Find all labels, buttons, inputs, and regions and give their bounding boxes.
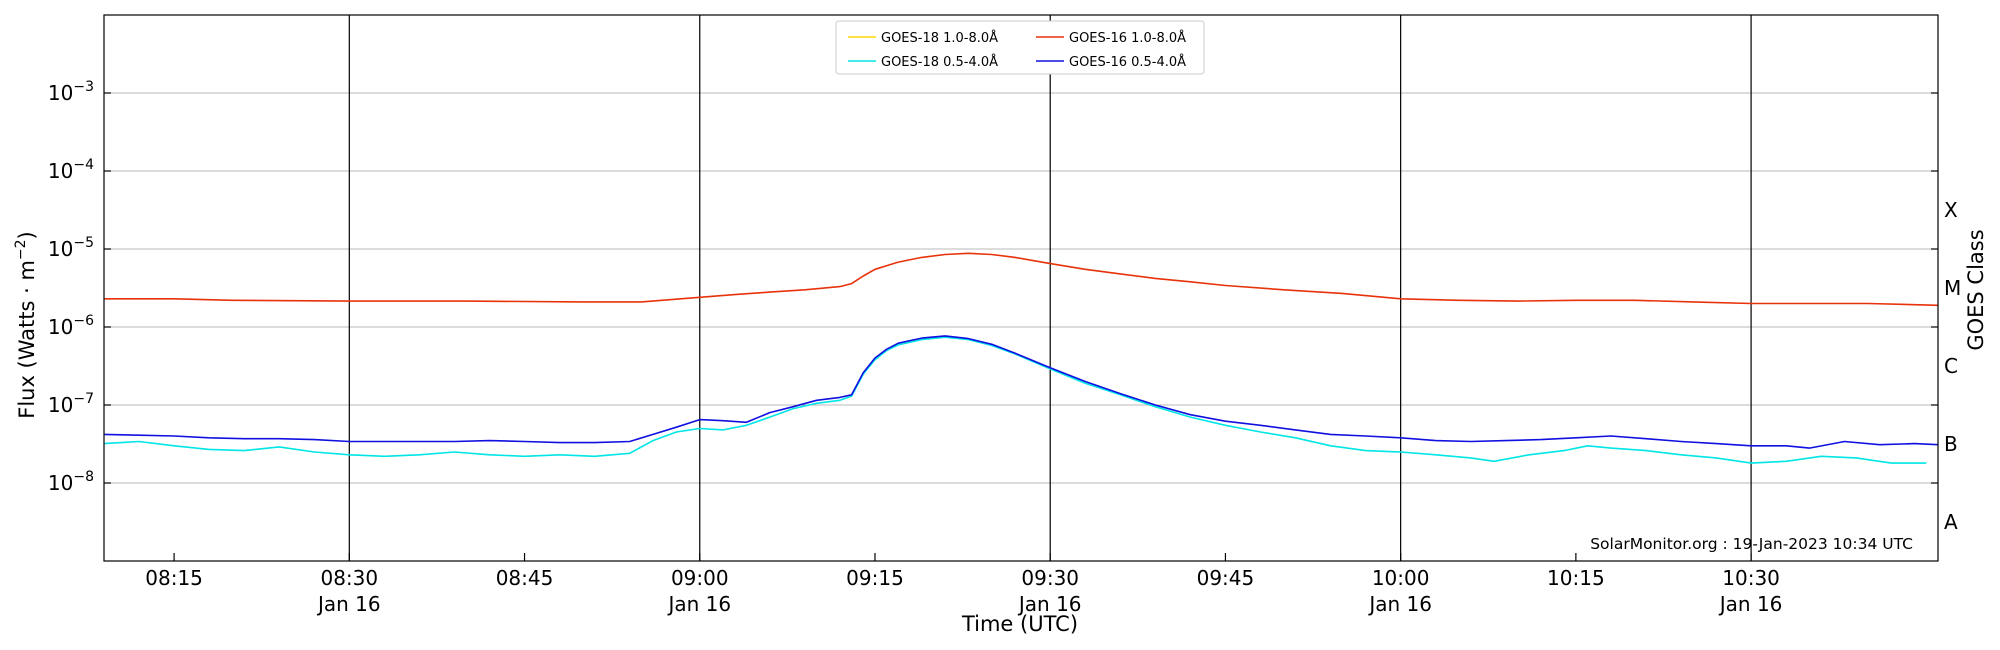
legend-label: GOES-18 1.0-8.0Å — [881, 30, 998, 46]
x-tick-date-label: Jan 16 — [316, 592, 381, 616]
y-tick-label: 10−3 — [48, 79, 94, 105]
x-tick-date-label: Jan 16 — [1017, 592, 1082, 616]
series-line-3 — [103, 335, 1939, 449]
series-line-1 — [103, 336, 1927, 464]
goes-class-label-a: A — [1944, 510, 1958, 534]
goes-class-label-x: X — [1944, 198, 1958, 222]
legend-box — [835, 20, 1205, 75]
goes-class-label-c: C — [1944, 354, 1958, 378]
legend: GOES-18 1.0-8.0Å GOES-18 0.5-4.0Å GOES-16 … — [835, 20, 1205, 75]
x-tick-label: 09:30 — [1021, 566, 1079, 590]
y-tick-label: 10−4 — [48, 157, 94, 183]
y-tick-label: 10−6 — [48, 313, 94, 339]
legend-label: GOES-18 0.5-4.0Å — [881, 54, 998, 70]
y-axis-title-exponent: −2 — [13, 239, 29, 260]
x-tick-label: 09:15 — [846, 566, 904, 590]
y-axis-title-close: ) — [15, 231, 39, 239]
x-tick-date-label: Jan 16 — [1367, 592, 1432, 616]
y-axis-ticks: 10−3 10−4 10−5 10−6 10−7 10−8 — [48, 79, 1938, 495]
x-tick-label: 10:15 — [1547, 566, 1605, 590]
x-tick-label: 09:45 — [1197, 566, 1255, 590]
x-tick-label: 09:00 — [671, 566, 729, 590]
y-tick-label: 10−7 — [48, 391, 94, 417]
y-tick-label: 10−8 — [48, 469, 94, 495]
gridlines — [104, 92, 1938, 484]
series-line-2 — [104, 252, 1939, 307]
plot-area-frame — [103, 14, 1939, 562]
y2-axis-title: GOES Class — [1964, 229, 1988, 350]
goes-class-label-b: B — [1944, 432, 1958, 456]
x-axis-title: Time (UTC) — [961, 612, 1078, 636]
goes-class-labels: X M C B A — [1944, 198, 1961, 534]
legend-label: GOES-16 0.5-4.0Å — [1069, 54, 1186, 70]
y-axis-title: Flux (Watts · m−2) — [13, 231, 39, 419]
legend-label: GOES-16 1.0-8.0Å — [1069, 30, 1186, 46]
date-vertical-lines — [348, 15, 1752, 561]
series-lines — [103, 252, 1939, 464]
y-tick-label: 10−5 — [48, 235, 94, 261]
x-tick-date-label: Jan 16 — [666, 592, 731, 616]
x-tick-label: 08:45 — [496, 566, 554, 590]
credit-annotation: SolarMonitor.org : 19-Jan-2023 10:34 UTC — [1590, 535, 1913, 553]
x-tick-label: 10:30 — [1722, 566, 1780, 590]
x-tick-date-label: Jan 16 — [1718, 592, 1783, 616]
x-tick-label: 08:15 — [145, 566, 203, 590]
x-tick-label: 10:00 — [1372, 566, 1430, 590]
x-tick-label: 08:30 — [320, 566, 378, 590]
goes-class-label-m: M — [1944, 276, 1961, 300]
